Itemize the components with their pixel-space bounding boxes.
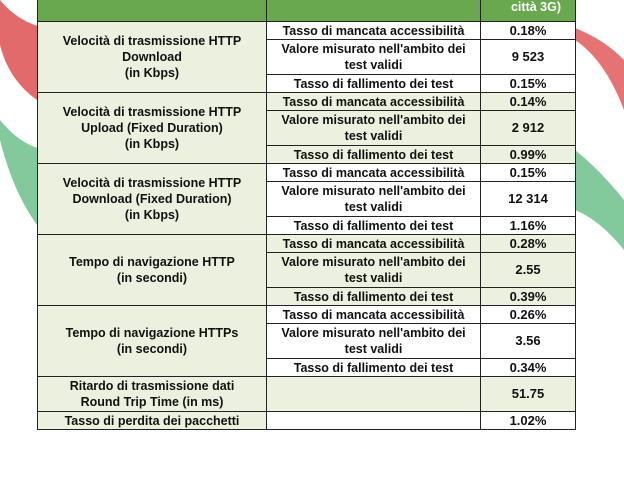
table-row: Velocità di trasmissione HTTP Upload (Fi…: [37, 92, 576, 164]
sub-metric-label: Tasso di fallimento dei test: [266, 74, 481, 93]
value-cell: 0.15%: [480, 74, 576, 93]
table-row: Tasso di fallimento dei test 1.16%: [38, 216, 576, 235]
green-swoosh: [0, 120, 45, 235]
value-cell: 9 523: [480, 39, 576, 75]
metric-line: Round Trip Time (in ms): [80, 395, 224, 409]
value-cell: 0.26%: [480, 305, 576, 324]
table-row: Valore misurato nell'ambito dei test val…: [38, 323, 576, 359]
metric-line: (in secondi): [116, 271, 188, 285]
value-cell: 1.16%: [480, 216, 576, 235]
table-row: Valore misurato nell'ambito dei test val…: [38, 252, 576, 288]
table-row: Ritardo di trasmissione dati Round Trip …: [37, 376, 576, 412]
sub-metric-label: Tasso di fallimento dei test: [266, 216, 481, 235]
metric-line: Tempo di navigazione HTTPs: [65, 326, 239, 340]
table-row: Valore misurato nell'ambito dei test val…: [38, 39, 576, 75]
value-cell: 1.02%: [480, 411, 576, 430]
table-row: Tasso di fallimento dei test 0.34%: [38, 358, 576, 377]
header-row: città 3G): [37, 0, 576, 22]
value-cell: 0.18%: [480, 21, 576, 40]
results-table-body: città 3G) Velocità di trasmissione HTTP …: [37, 0, 576, 430]
value-cell: 2 912: [480, 110, 576, 146]
metric-line: Ritardo di trasmissione dati: [69, 379, 235, 393]
metric-line: (in secondi): [116, 342, 188, 356]
table-row: Valore misurato nell'ambito dei test val…: [38, 110, 576, 146]
metric-line: Velocità di trasmissione HTTP: [62, 176, 242, 190]
results-table-container: città 3G) Velocità di trasmissione HTTP …: [37, 0, 576, 430]
sub-metric-label: Valore misurato nell'ambito dei test val…: [266, 110, 481, 146]
sub-metric-label: Valore misurato nell'ambito dei test val…: [266, 181, 481, 217]
metric-line: (in Kbps): [124, 137, 180, 151]
metric-line: (in Kbps): [124, 66, 180, 80]
value-cell: 0.99%: [480, 145, 576, 164]
value-cell: 51.75: [480, 376, 576, 412]
metric-line: Download (Fixed Duration): [72, 192, 232, 206]
table-row: Valore misurato nell'ambito dei test val…: [38, 181, 576, 217]
value-cell: 3.56: [480, 323, 576, 359]
metric-cell: Ritardo di trasmissione dati Round Trip …: [37, 376, 267, 412]
metric-line: Tasso di perdita dei pacchetti: [64, 413, 240, 428]
metric-line: Download: [122, 50, 182, 64]
table-row: Tasso di fallimento dei test 0.99%: [38, 145, 576, 164]
green-swoosh-right: [575, 150, 624, 250]
sub-metric-label: Tasso di fallimento dei test: [266, 287, 481, 306]
sub-metric-label: Valore misurato nell'ambito dei test val…: [266, 39, 481, 75]
table-row: Tempo di navigazione HTTPs (in secondi) …: [37, 305, 576, 377]
sub-metric-label: Tasso di fallimento dei test: [266, 358, 481, 377]
metric-line: (in Kbps): [124, 208, 180, 222]
metric-line: Velocità di trasmissione HTTP: [62, 105, 242, 119]
sub-metric-label: Valore misurato nell'ambito dei test val…: [266, 252, 481, 288]
value-cell: 0.34%: [480, 358, 576, 377]
table-row: Tasso di perdita dei pacchetti 1.02%: [37, 411, 576, 430]
metric-line: Upload (Fixed Duration): [81, 121, 223, 135]
value-cell: 0.15%: [480, 163, 576, 182]
metric-cell: Velocità di trasmissione HTTP Download (…: [37, 163, 267, 235]
red-swoosh: [0, 0, 45, 105]
results-table: città 3G) Velocità di trasmissione HTTP …: [37, 0, 576, 430]
sub-metric-label: Tasso di mancata accessibilità: [266, 21, 481, 40]
metric-line: Velocità di trasmissione HTTP: [62, 34, 242, 48]
sub-metric-label-empty: [266, 376, 481, 412]
table-row: Velocità di trasmissione HTTP Download (…: [37, 21, 576, 93]
table-row: Velocità di trasmissione HTTP Download (…: [37, 163, 576, 235]
metric-cell: Tempo di navigazione HTTP (in secondi): [37, 234, 267, 306]
value-cell: 0.14%: [480, 92, 576, 111]
sub-metric-label: Tasso di fallimento dei test: [266, 145, 481, 164]
value-cell: 2.55: [480, 252, 576, 288]
red-swoosh-right: [575, 28, 624, 110]
value-cell: 12 314: [480, 181, 576, 217]
value-cell: 0.39%: [480, 287, 576, 306]
metric-cell: Velocità di trasmissione HTTP Download (…: [37, 21, 267, 93]
metric-cell: Velocità di trasmissione HTTP Upload (Fi…: [37, 92, 267, 164]
metric-line: Tempo di navigazione HTTP: [69, 255, 235, 269]
sub-metric-label: Tasso di mancata accessibilità: [266, 305, 481, 324]
sub-metric-label: Tasso di mancata accessibilità: [266, 92, 481, 111]
table-row: Tempo di navigazione HTTP (in secondi) T…: [37, 234, 576, 306]
metric-cell: Tempo di navigazione HTTPs (in secondi): [37, 305, 267, 377]
sub-metric-label-empty: [266, 411, 481, 430]
header-cell-value: città 3G): [480, 0, 576, 22]
header-cell-sub: [266, 0, 481, 22]
sub-metric-label: Valore misurato nell'ambito dei test val…: [266, 323, 481, 359]
header-cell-metric: [37, 0, 267, 22]
value-cell: 0.28%: [480, 234, 576, 253]
sub-metric-label: Tasso di mancata accessibilità: [266, 234, 481, 253]
metric-cell: Tasso di perdita dei pacchetti: [37, 411, 267, 430]
sub-metric-label: Tasso di mancata accessibilità: [266, 163, 481, 182]
